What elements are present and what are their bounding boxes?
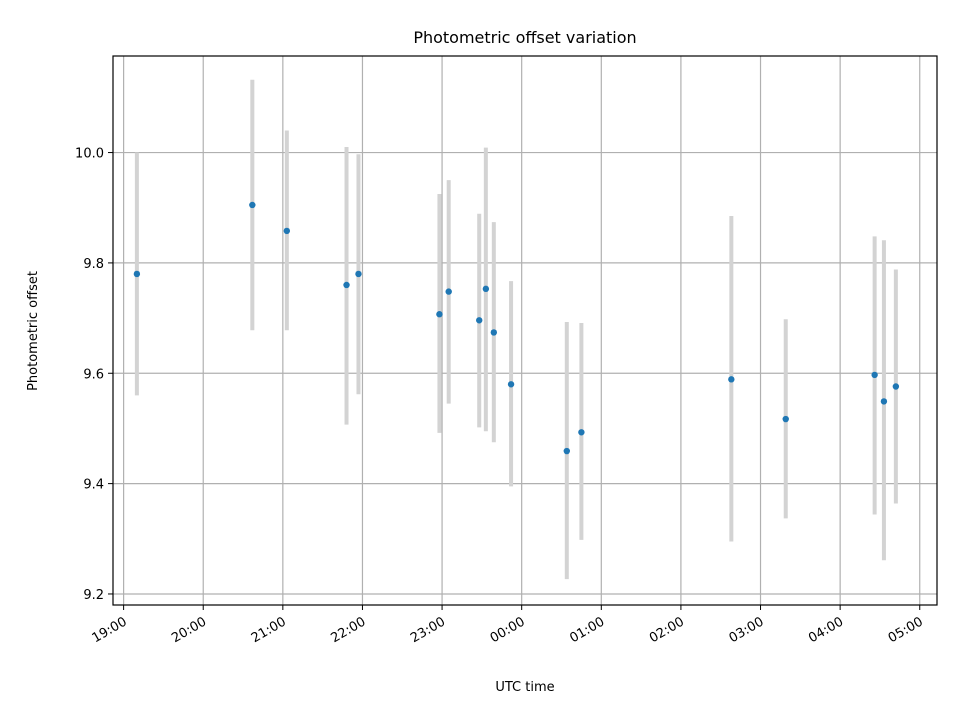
- data-point: [880, 398, 888, 405]
- data-point: [782, 415, 789, 423]
- data-point: [507, 381, 515, 388]
- data-point: [563, 447, 570, 455]
- data-point: [436, 311, 443, 318]
- x-tick-label: 05:00: [886, 614, 926, 646]
- data-point: [892, 383, 900, 390]
- data-point: [578, 429, 585, 436]
- x-axis-ticks: 19:00 20:00 21:00 22:00 23:00 00:00 01:00 02:00…: [90, 605, 926, 646]
- data-point: [490, 329, 498, 336]
- data-point: [133, 270, 141, 278]
- x-tick-label: 04:00: [806, 614, 846, 646]
- data-point: [728, 376, 735, 383]
- data-point: [871, 371, 878, 379]
- y-tick-label: 9.2: [83, 588, 104, 603]
- x-tick-label: 23:00: [408, 614, 448, 646]
- data-point: [249, 201, 256, 209]
- data-point: [476, 317, 483, 324]
- x-tick-label: 22:00: [329, 614, 369, 646]
- x-axis-label: UTC time: [495, 680, 554, 695]
- data-point: [482, 285, 490, 293]
- error-bars: [134, 79, 898, 580]
- x-tick-label: 03:00: [727, 614, 767, 646]
- y-tick-label: 9.6: [83, 367, 104, 382]
- y-axis-ticks: 9.2 9.4 9.6 9.8 10.0: [75, 147, 113, 603]
- x-tick-label: 21:00: [249, 614, 289, 646]
- x-tick-label: 00:00: [488, 614, 528, 646]
- data-point: [343, 281, 350, 289]
- y-tick-label: 9.4: [83, 478, 104, 493]
- y-tick-label: 9.8: [83, 257, 104, 272]
- y-tick-label: 10.0: [75, 147, 104, 162]
- chart-title: Photometric offset variation: [413, 28, 636, 47]
- data-point: [283, 227, 291, 235]
- data-point: [445, 288, 452, 295]
- x-tick-label: 02:00: [647, 614, 687, 646]
- x-tick-label: 01:00: [567, 614, 607, 646]
- grid: [113, 56, 937, 605]
- data-points: [133, 201, 900, 455]
- x-tick-label: 19:00: [90, 614, 130, 646]
- plot-frame: [112, 55, 938, 606]
- x-tick-label: 20:00: [169, 614, 209, 646]
- y-axis-label: Photometric offset: [26, 271, 41, 391]
- data-point: [355, 270, 362, 278]
